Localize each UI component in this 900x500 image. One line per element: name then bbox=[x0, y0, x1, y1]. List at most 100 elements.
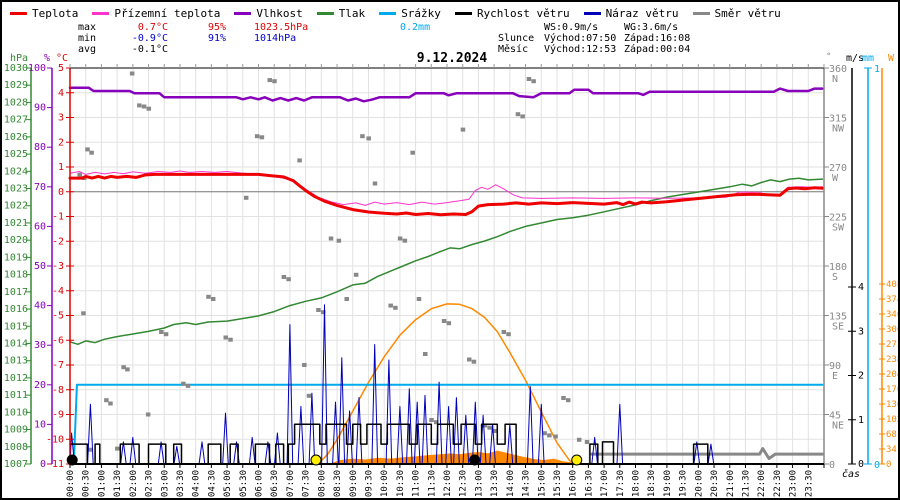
time-tick-label: 01:00 bbox=[97, 470, 107, 497]
moon-marker-icon bbox=[469, 454, 481, 466]
wind-direction-dot bbox=[501, 330, 507, 334]
humidity-tick-label: 100 bbox=[28, 63, 46, 74]
wind-tick-label: 2 bbox=[858, 371, 864, 382]
wind-direction-dot bbox=[159, 330, 164, 334]
stats-value: -0.9°C bbox=[131, 33, 168, 44]
wind-direction-dot bbox=[372, 181, 378, 186]
temperature-tick-label: -5 bbox=[52, 311, 64, 322]
wind-direction-dot bbox=[125, 367, 130, 372]
time-tick-label: 15:00 bbox=[537, 470, 547, 497]
time-tick-label: 10:00 bbox=[380, 470, 390, 497]
time-tick-label: 03:30 bbox=[176, 470, 186, 497]
pressure-tick-label: 1011 bbox=[4, 390, 28, 401]
wind-direction-dot bbox=[115, 446, 120, 451]
wind-direction-dot bbox=[344, 297, 349, 301]
series-color-chip bbox=[454, 12, 472, 15]
wind-direction-dot bbox=[121, 365, 126, 370]
temperature-tick-label: 4 bbox=[58, 88, 64, 99]
time-tick-label: 21:30 bbox=[741, 470, 751, 497]
wind-direction-dot bbox=[410, 150, 415, 155]
wind-direction-dot bbox=[526, 77, 532, 81]
direction-tick-letter: W bbox=[832, 173, 839, 184]
wind-direction-dot bbox=[206, 294, 211, 299]
wind-direction-dot bbox=[223, 335, 229, 340]
wind-direction-dot bbox=[267, 78, 272, 83]
temperature-tick-label: -7 bbox=[52, 360, 64, 371]
legend-label: Náraz větru bbox=[605, 7, 679, 20]
stats-value: 95% bbox=[207, 22, 226, 33]
time-tick-label: 18:30 bbox=[647, 470, 657, 497]
stats-value: 1023.5hPa bbox=[254, 22, 309, 33]
stats-row-label: max bbox=[78, 22, 97, 33]
humidity-tick-label: 30 bbox=[34, 340, 46, 351]
temperature-tick-label: -6 bbox=[52, 335, 64, 346]
time-tick-label: 12:00 bbox=[443, 470, 453, 497]
wind-direction-dot bbox=[146, 106, 152, 111]
stats-value: WS:0.9m/s bbox=[544, 22, 599, 33]
wind-direction-dot bbox=[306, 393, 312, 398]
time-tick-label: 06:30 bbox=[270, 470, 280, 497]
temperature-axis-unit: °C bbox=[56, 53, 68, 64]
wind-direction-dot bbox=[520, 114, 525, 119]
pressure-axis-unit: hPa bbox=[10, 53, 28, 64]
temperature-tick-label: -3 bbox=[52, 261, 64, 272]
stats-row: Měsíc Východ:12:53 Západ:00:04 bbox=[498, 44, 714, 55]
radiation-tick-label: 170 bbox=[886, 385, 900, 395]
wind-direction-dot bbox=[228, 337, 233, 342]
legend-item: Rychlost větru bbox=[454, 7, 570, 20]
time-tick-label: 13:30 bbox=[490, 470, 500, 497]
stats-row-label: min bbox=[78, 33, 97, 44]
radiation-tick-label: 238 bbox=[886, 355, 900, 365]
direction-tick-label: 225 bbox=[829, 213, 847, 224]
radiation-tick-label: 102 bbox=[886, 415, 900, 425]
pressure-tick-label: 1024 bbox=[4, 166, 28, 177]
time-tick-label: 15:30 bbox=[553, 470, 563, 497]
pressure-tick-label: 1019 bbox=[4, 252, 28, 263]
wind-direction-dot bbox=[210, 297, 216, 301]
wind-direction-dot bbox=[466, 357, 472, 362]
wind-direction-dot bbox=[77, 172, 82, 177]
legend-label: Tlak bbox=[338, 7, 366, 20]
wind-tick-label: 4 bbox=[858, 282, 864, 293]
pressure-tick-label: 1007 bbox=[4, 459, 28, 470]
radiation-tick-label: 0 bbox=[886, 460, 891, 470]
direction-tick-label: 0 bbox=[829, 460, 835, 471]
radiation-tick-label: 272 bbox=[886, 340, 900, 350]
chart-legend: Teplota Přízemní teplota Vlhkost Tlak Srážky… bbox=[10, 7, 781, 20]
direction-tick-letter: SE bbox=[832, 322, 844, 333]
wind-direction-dot bbox=[281, 275, 287, 279]
temperature-tick-label: -1 bbox=[52, 212, 64, 223]
pressure-tick-label: 1022 bbox=[4, 201, 28, 212]
stats-value: Slunce bbox=[498, 33, 535, 44]
time-tick-label: 08:30 bbox=[333, 470, 343, 497]
legend-label: Vlhkost bbox=[256, 7, 303, 20]
direction-tick-label: 270 bbox=[829, 163, 847, 174]
solar-potential-curve bbox=[317, 303, 577, 465]
direction-tick-letter: NW bbox=[832, 124, 845, 135]
pressure-tick-label: 1023 bbox=[4, 184, 28, 195]
temperature-tick-label: 2 bbox=[58, 137, 64, 148]
radiation-tick-label: 306 bbox=[886, 325, 900, 335]
stats-value: Měsíc bbox=[498, 44, 529, 55]
wind-direction-dot bbox=[388, 303, 393, 308]
time-tick-label: 11:00 bbox=[412, 470, 422, 497]
time-tick-label: 16:30 bbox=[584, 470, 594, 497]
time-tick-label: 19:00 bbox=[663, 470, 673, 497]
stats-value bbox=[372, 33, 470, 44]
wind-direction-dot bbox=[328, 236, 334, 241]
pressure-tick-label: 1020 bbox=[4, 235, 28, 246]
stats-value bbox=[498, 22, 544, 33]
precip-tick-label: 0 bbox=[874, 460, 880, 471]
direction-tick-letter: S bbox=[832, 272, 838, 283]
time-tick-label: 04:00 bbox=[192, 470, 202, 497]
radiation-tick-label: 340 bbox=[886, 310, 900, 320]
direction-tick-letter: N bbox=[832, 74, 838, 85]
time-tick-label: 02:30 bbox=[145, 470, 155, 497]
stats-value bbox=[226, 44, 372, 55]
sun-marker-icon bbox=[571, 454, 583, 466]
wind-direction-dot bbox=[565, 398, 571, 403]
wind-direction-dot bbox=[89, 150, 94, 155]
stats-row-label: avg bbox=[78, 44, 97, 55]
stats-row: Slunce Východ:07:50 Západ:16:08 bbox=[498, 33, 714, 44]
time-tick-label: 03:00 bbox=[160, 470, 170, 497]
